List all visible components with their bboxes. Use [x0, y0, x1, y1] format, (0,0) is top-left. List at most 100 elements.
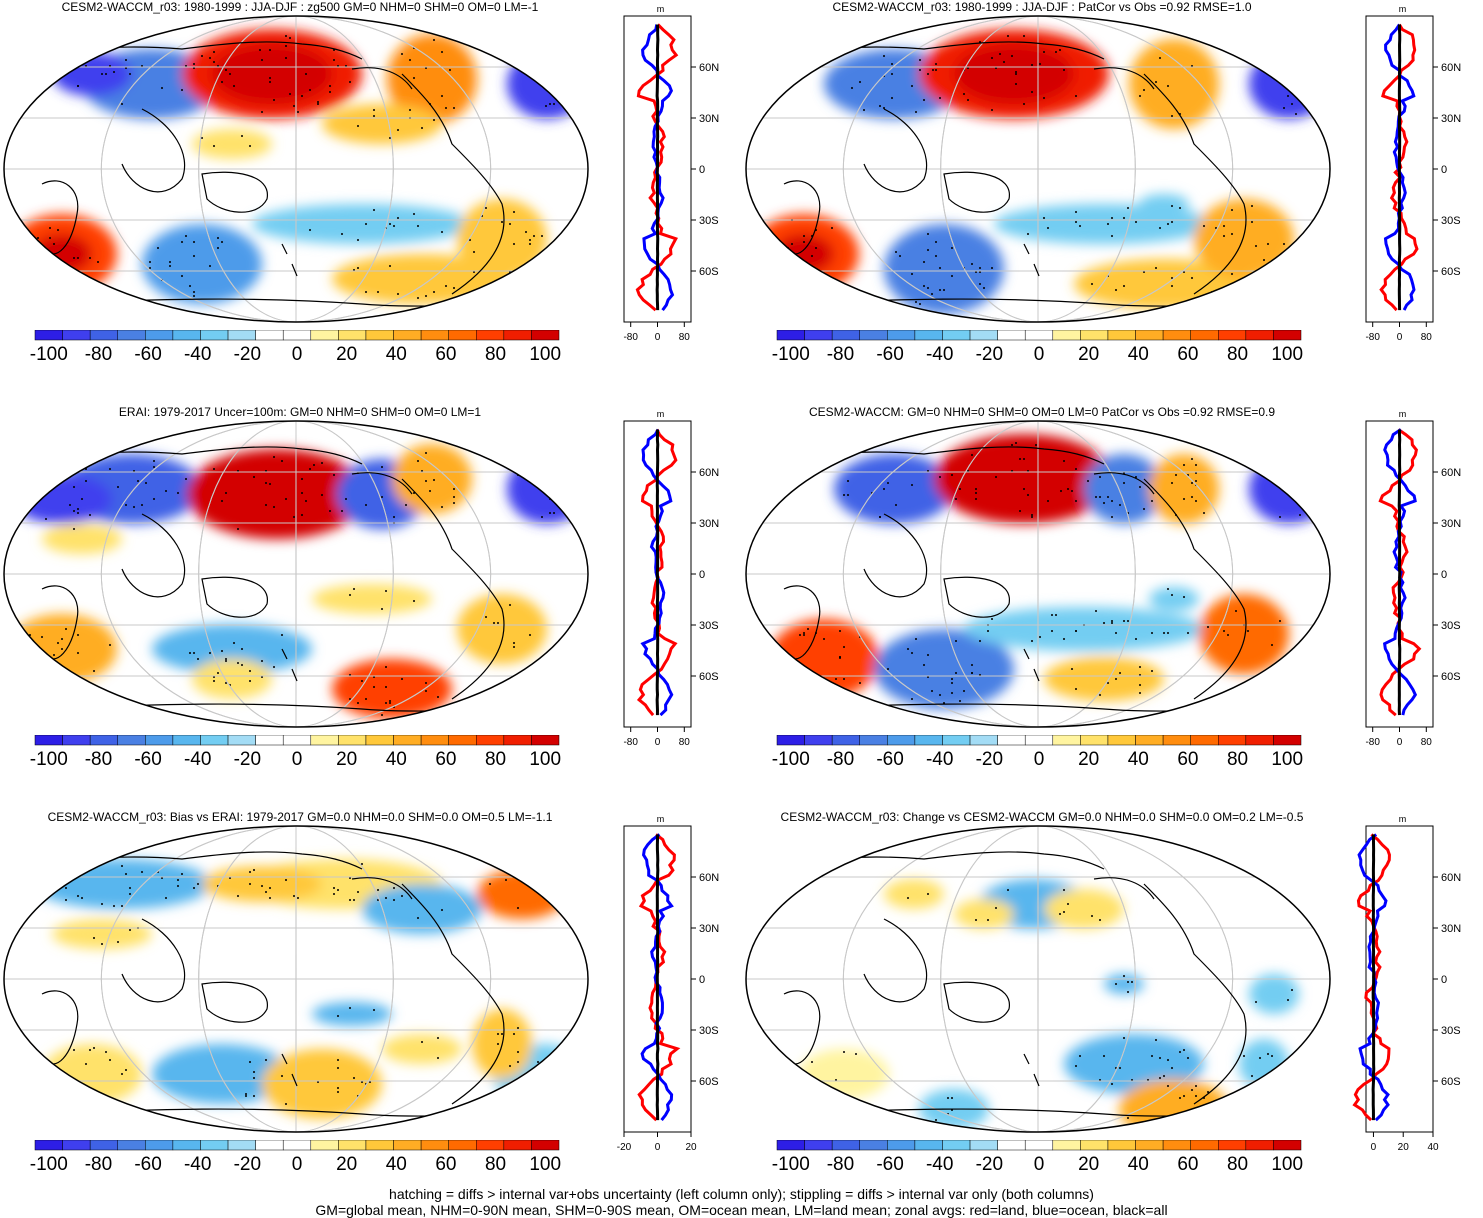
stipple-dot: [285, 1103, 287, 1105]
anomaly-region: [954, 899, 1014, 929]
value-tick-label: 80: [679, 332, 691, 340]
colorbar-swatch: [777, 1140, 805, 1150]
stipple-dot: [1095, 610, 1097, 612]
stipple-dot: [497, 1033, 499, 1035]
stipple-dot: [1171, 221, 1173, 223]
stipple-dot: [393, 887, 395, 889]
stipple-dot: [433, 479, 435, 481]
anomaly-region: [52, 52, 132, 96]
stipple-dot: [389, 223, 391, 225]
colorbar-label: 0: [292, 1154, 303, 1175]
stipple-dot: [225, 69, 227, 71]
stipple-dot: [41, 259, 43, 261]
colorbar-swatch: [311, 1140, 339, 1150]
colorbar-swatch: [832, 330, 860, 340]
stipple-dot: [1159, 1057, 1161, 1059]
stipple-dot: [121, 865, 123, 867]
stipple-dot: [811, 255, 813, 257]
stipple-dot: [843, 678, 845, 680]
stipple-dot: [233, 85, 235, 87]
stipple-dot: [433, 291, 435, 293]
stipple-dot: [249, 145, 251, 147]
stipple-dot: [1015, 73, 1017, 75]
colorbar-swatch: [1080, 735, 1108, 745]
stipple-dot: [529, 243, 531, 245]
stipple-dot: [129, 887, 131, 889]
stipple-dot: [237, 662, 239, 664]
stipple-dot: [281, 1075, 283, 1077]
stipple-dot: [177, 879, 179, 881]
colorbar-swatch: [504, 1140, 532, 1150]
stipple-dot: [269, 81, 271, 83]
stipple-dot: [995, 476, 997, 478]
stipple-dot: [65, 1087, 67, 1089]
anomaly-region: [362, 884, 482, 934]
stipple-dot: [891, 63, 893, 65]
colorbar-swatch: [256, 1140, 284, 1150]
stipple-dot: [971, 454, 973, 456]
colorbar-swatch: [118, 1140, 146, 1150]
stipple-dot: [193, 887, 195, 889]
stipple-dot: [261, 111, 263, 113]
stipple-dot: [89, 514, 91, 516]
stipple-dot: [1127, 620, 1129, 622]
colorbar-swatch: [805, 735, 833, 745]
stipple-dot: [181, 275, 183, 277]
colorbar-swatch: [887, 1140, 915, 1150]
stipple-dot: [445, 107, 447, 109]
stipple-dot: [1051, 630, 1053, 632]
stipple-dot: [1115, 983, 1117, 985]
stipple-dot: [177, 492, 179, 494]
stipple-dot: [293, 516, 295, 518]
stipple-dot: [513, 243, 515, 245]
value-tick-label: 0: [655, 1142, 661, 1150]
stipple-dot: [445, 285, 447, 287]
stipple-dot: [41, 636, 43, 638]
colorbar-label: 100: [529, 1154, 561, 1175]
colorbar-swatch: [421, 735, 449, 745]
colorbar-label: -20: [234, 749, 261, 770]
stipple-dot: [513, 646, 515, 648]
stipple-dot: [963, 93, 965, 95]
stipple-dot: [285, 35, 287, 37]
stipple-dot: [1099, 496, 1101, 498]
lat-tick-label: 0: [699, 974, 705, 986]
stipple-dot: [859, 682, 861, 684]
stipple-dot: [421, 127, 423, 129]
stipple-dot: [1067, 903, 1069, 905]
stipple-dot: [141, 504, 143, 506]
stipple-dot: [213, 51, 215, 53]
stipple-dot: [1059, 913, 1061, 915]
stipple-dot: [1311, 91, 1313, 93]
stipple-dot: [265, 1059, 267, 1061]
colorbar-label: -20: [976, 749, 1003, 770]
stipple-dot: [847, 480, 849, 482]
colorbar-swatch: [90, 735, 118, 745]
stipple-dot: [1179, 1097, 1181, 1099]
value-tick-label: 0: [1397, 737, 1403, 745]
anomaly-region: [1199, 594, 1289, 674]
stipple-dot: [1107, 223, 1109, 225]
stipple-dot: [919, 69, 921, 71]
stipple-dot: [1047, 227, 1049, 229]
stipple-dot: [81, 498, 83, 500]
colorbar-swatch: [1246, 330, 1274, 340]
stipple-dot: [221, 241, 223, 243]
stipple-dot: [373, 109, 375, 111]
lat-tick-label: 30S: [1441, 215, 1461, 227]
world-map-robinson: [744, 824, 1332, 1134]
stipple-dot: [153, 460, 155, 462]
stipple-dot: [329, 91, 331, 93]
colorbar-swatch: [449, 1140, 477, 1150]
stipple-dot: [425, 682, 427, 684]
colorbar-label: -40: [926, 749, 953, 770]
colorbar-label: -100: [30, 749, 68, 770]
lat-tick-label: 30S: [699, 215, 719, 227]
value-tick-label: -80: [1365, 332, 1380, 340]
stipple-dot: [843, 646, 845, 648]
stipple-dot: [297, 111, 299, 113]
stipple-dot: [85, 283, 87, 285]
colorbar-label: 0: [1034, 1154, 1045, 1175]
stipple-dot: [305, 73, 307, 75]
